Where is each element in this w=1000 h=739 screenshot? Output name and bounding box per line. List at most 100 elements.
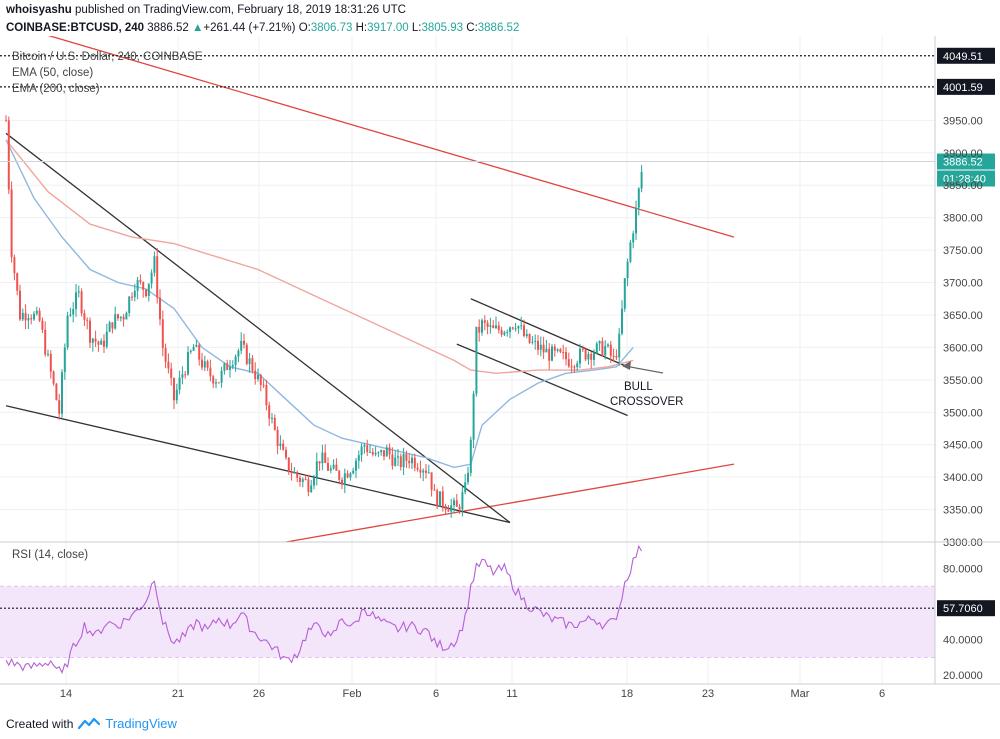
candle-up — [635, 207, 637, 234]
candle-up — [257, 374, 259, 380]
candle-up — [621, 308, 623, 334]
candle-down — [86, 319, 89, 321]
candle-up — [531, 341, 534, 343]
candle-down — [287, 457, 290, 472]
candle-up — [551, 346, 553, 361]
candle-up — [150, 272, 153, 284]
candle-up — [475, 326, 478, 394]
annotation-line-2: CROSSOVER — [610, 396, 684, 408]
candle-down — [282, 443, 285, 450]
candle-up — [315, 461, 318, 478]
candle-up — [450, 505, 453, 512]
candle-up — [640, 172, 643, 189]
candle-up — [357, 455, 360, 461]
candle-up — [178, 377, 181, 390]
candle-down — [254, 370, 257, 380]
candle-up — [503, 332, 506, 335]
open-value: 3806.73 — [310, 22, 353, 34]
candle-down — [584, 349, 587, 360]
candle-down — [24, 312, 27, 321]
candle-down — [559, 349, 562, 353]
candle-down — [131, 296, 133, 298]
candle-up — [360, 446, 363, 456]
candle-up — [377, 452, 380, 454]
candle-down — [217, 382, 220, 384]
y-tick-label: 3850.00 — [943, 180, 983, 192]
last-price-tag-label: 3886.52 — [943, 157, 983, 169]
level-tag — [937, 78, 995, 95]
trading-chart[interactable]: 4049.51 4001.59 3886.52 01:28:40 57.7060 BUL… — [0, 36, 1000, 712]
y-tick-label: 3600.00 — [943, 342, 983, 354]
candle-down — [285, 449, 287, 458]
candle-down — [44, 329, 47, 355]
candle-up — [352, 470, 355, 474]
candle-up — [411, 457, 413, 464]
candle-up — [363, 445, 366, 447]
candle-down — [601, 341, 604, 356]
candle-up — [187, 352, 189, 375]
candles — [5, 115, 643, 518]
candle-down — [145, 289, 147, 297]
candle-up — [626, 261, 629, 279]
candle-down — [49, 353, 52, 372]
rsi-tick-label: 20.0000 — [943, 670, 983, 682]
ohlc-line: COINBASE:BTCUSD, 240 3886.52 ▲+261.44 (+… — [6, 22, 519, 34]
ema50-line — [5, 139, 634, 469]
rsi-line — [5, 544, 643, 675]
candle-up — [369, 451, 371, 453]
candle-up — [593, 353, 595, 360]
candle-down — [94, 338, 97, 342]
candle-down — [523, 325, 525, 337]
candle-up — [525, 333, 528, 337]
candle-up — [91, 338, 94, 343]
y-tick-label: 3800.00 — [943, 213, 983, 225]
candle-up — [469, 439, 472, 473]
candle-down — [55, 383, 58, 401]
candle-down — [399, 456, 402, 468]
legend-ema200: EMA (200, close) — [12, 83, 100, 95]
candle-down — [500, 330, 503, 335]
candle-up — [215, 382, 217, 384]
candle-up — [453, 500, 455, 506]
brand-name[interactable]: TradingView — [105, 716, 177, 731]
axes[interactable]: 14 21 26 Feb 6 11 18 23 Mar 6 3950.00 3900.00 3850.0… — [60, 115, 983, 700]
y-tick-label: 3400.00 — [943, 472, 983, 484]
price-grid — [0, 36, 935, 543]
candle-down — [212, 376, 215, 384]
candle-up — [489, 325, 492, 327]
x-tick-label: 11 — [506, 688, 517, 700]
candle-down — [10, 189, 13, 258]
price-change: +261.44 (+7.21%) — [203, 22, 296, 34]
candle-down — [251, 358, 254, 371]
candle-up — [495, 325, 497, 329]
candle-down — [296, 471, 299, 478]
trendline-black — [5, 405, 511, 524]
footer: Created with TradingView — [6, 716, 177, 731]
author-name[interactable]: whoisyashu — [6, 4, 72, 16]
candle-up — [248, 358, 251, 365]
x-tick-label: 21 — [172, 688, 184, 700]
trendlines[interactable] — [5, 36, 735, 543]
candle-up — [72, 309, 75, 315]
candle-up — [229, 366, 231, 370]
candle-down — [408, 460, 411, 464]
candle-down — [419, 469, 422, 473]
candle-down — [590, 353, 593, 360]
rsi-band — [0, 586, 935, 658]
candle-up — [66, 315, 69, 348]
candle-up — [587, 353, 590, 360]
candle-down — [173, 378, 175, 401]
candle-up — [355, 460, 357, 471]
candle-down — [430, 472, 433, 490]
x-tick-label: 23 — [702, 688, 714, 700]
candle-up — [467, 472, 469, 483]
candle-down — [388, 447, 391, 455]
ema-lines — [5, 139, 634, 469]
candle-up — [520, 325, 523, 327]
candle-up — [234, 356, 237, 366]
candle-down — [492, 325, 495, 329]
candle-down — [273, 417, 276, 430]
candle-down — [164, 348, 167, 362]
candle-up — [33, 313, 35, 320]
candle-up — [394, 457, 397, 466]
